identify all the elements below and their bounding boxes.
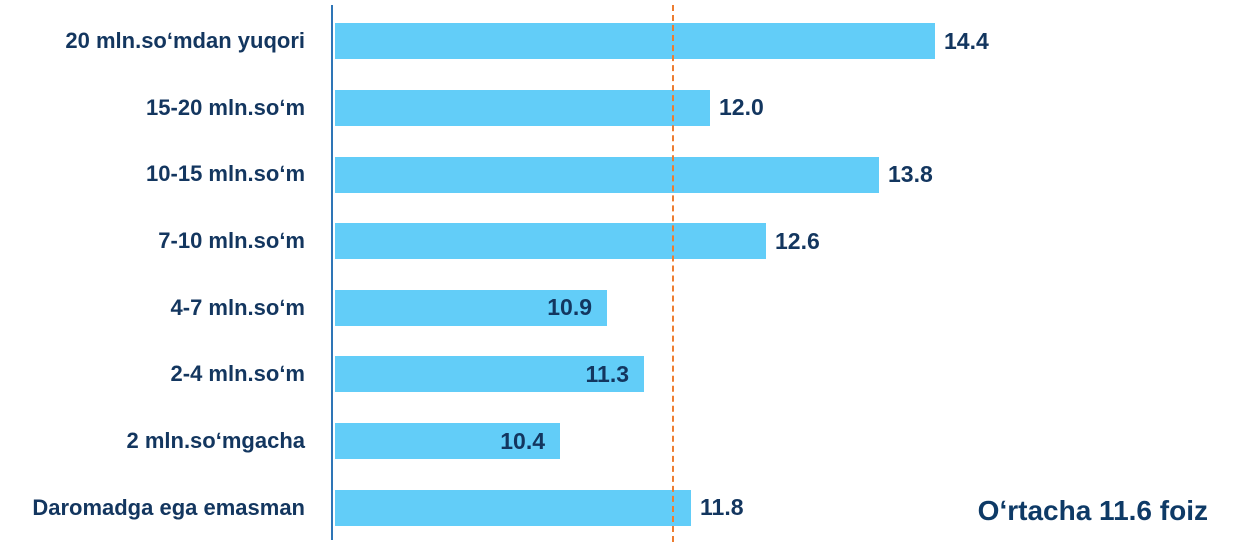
bar xyxy=(335,23,935,60)
bar-zone: 13.8 xyxy=(335,141,1235,208)
chart-row: Daromadga ega emasman 11.8 xyxy=(0,474,1235,541)
value-label: 11.3 xyxy=(585,360,630,387)
value-label: 10.4 xyxy=(500,427,545,454)
category-label: 2 mln.soʻmgacha xyxy=(126,427,305,453)
bar: 11.3 xyxy=(335,356,644,393)
value-label: 11.8 xyxy=(700,494,744,521)
chart-row: 2-4 mln.soʻm 11.3 xyxy=(0,341,1235,408)
chart-row: 4-7 mln.soʻm 10.9 xyxy=(0,275,1235,342)
bar xyxy=(335,89,710,126)
value-label: 13.8 xyxy=(888,161,933,188)
bar: 10.4 xyxy=(335,423,560,460)
bar xyxy=(335,489,691,526)
category-label: 15-20 mln.soʻm xyxy=(146,94,305,120)
bar-zone: 10.9 xyxy=(335,275,1235,342)
bar-zone: 12.0 xyxy=(335,75,1235,142)
chart-row: 10-15 mln.soʻm 13.8 xyxy=(0,141,1235,208)
average-dashed-line xyxy=(672,5,675,542)
chart-row: 15-20 mln.soʻm 12.0 xyxy=(0,75,1235,142)
chart-row: 2 mln.soʻmgacha 10.4 xyxy=(0,408,1235,475)
average-annotation: Oʻrtacha 11.6 foiz xyxy=(977,495,1208,526)
bar-zone: 12.6 xyxy=(335,208,1235,275)
chart-row: 7-10 mln.soʻm 12.6 xyxy=(0,208,1235,275)
category-label: 10-15 mln.soʻm xyxy=(146,161,305,187)
bar-zone: 10.4 xyxy=(335,408,1235,475)
category-label: 7-10 mln.soʻm xyxy=(158,228,305,254)
chart-row: 20 mln.soʻmdan yuqori 14.4 xyxy=(0,8,1235,75)
value-label: 10.9 xyxy=(547,294,592,321)
value-label: 12.6 xyxy=(775,227,820,254)
bar-rows: 20 mln.soʻmdan yuqori 14.4 15-20 mln.soʻ… xyxy=(0,8,1235,541)
bar: 10.9 xyxy=(335,289,607,326)
category-label: Daromadga ega emasman xyxy=(32,494,305,520)
bar xyxy=(335,223,766,260)
y-axis-line xyxy=(331,5,333,540)
category-label: 2-4 mln.soʻm xyxy=(170,361,305,387)
bar-zone: 11.3 xyxy=(335,341,1235,408)
bar xyxy=(335,156,879,193)
bar-zone: 14.4 xyxy=(335,8,1235,75)
bar-zone: 11.8 xyxy=(335,474,1235,541)
value-label: 14.4 xyxy=(944,27,989,54)
category-label: 20 mln.soʻmdan yuqori xyxy=(65,28,305,54)
value-label: 12.0 xyxy=(719,94,764,121)
category-label: 4-7 mln.soʻm xyxy=(170,294,305,320)
